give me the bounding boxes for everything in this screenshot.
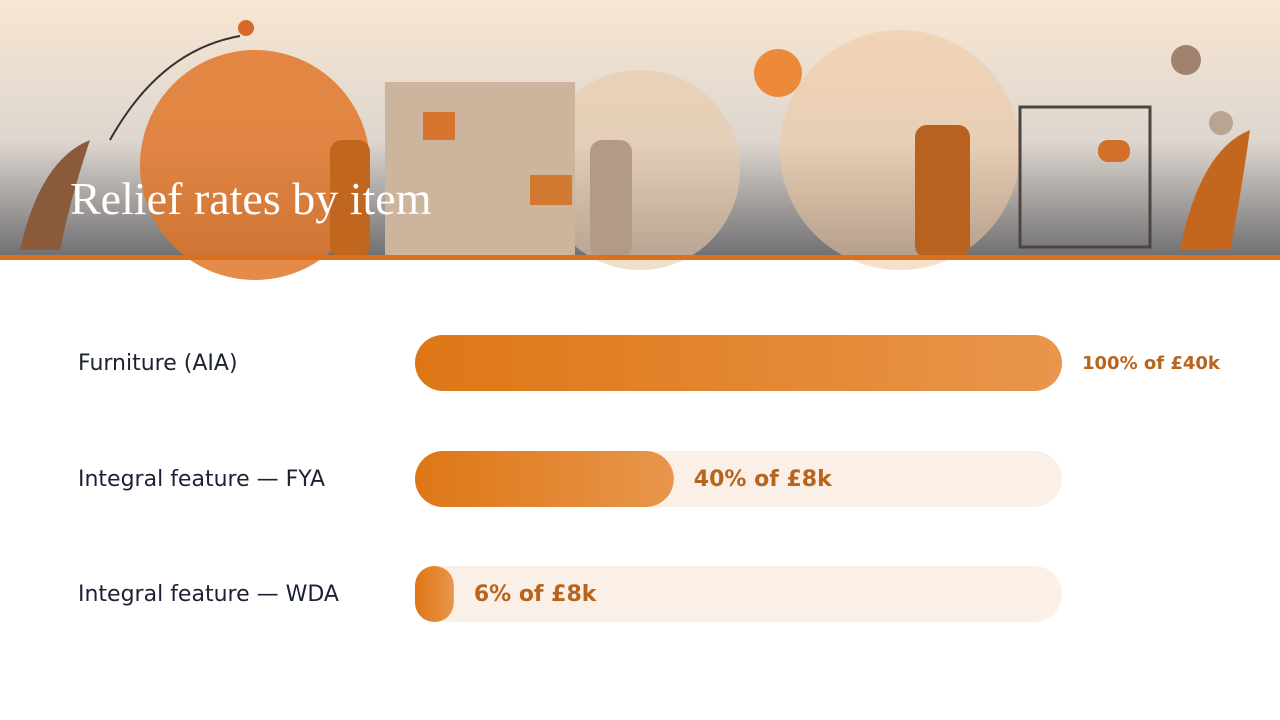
bar — [415, 335, 1062, 391]
category-label: Integral feature — WDA — [78, 582, 339, 607]
chart-title: Relief rates by item — [70, 173, 432, 224]
value-label: 6% of £8k — [474, 582, 598, 607]
bar-track — [415, 566, 1062, 622]
header-illustration: Relief rates by item — [0, 0, 1280, 280]
category-label: Furniture (AIA) — [78, 351, 238, 376]
category-label: Integral feature — FYA — [78, 467, 325, 492]
value-label: 40% of £8k — [694, 467, 833, 492]
value-label: 100% of £40k — [1082, 353, 1221, 374]
bar — [415, 451, 674, 507]
bar — [415, 566, 454, 622]
